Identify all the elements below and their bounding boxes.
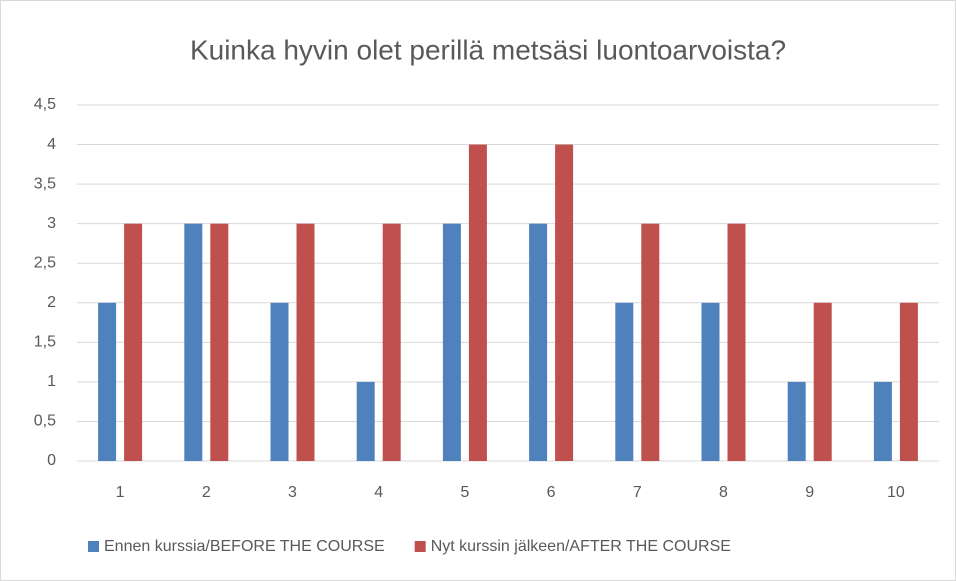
chart-title: Kuinka hyvin olet perillä metsäsi luonto… xyxy=(190,34,786,65)
y-tick-label: 1 xyxy=(47,373,56,390)
legend-swatch xyxy=(88,541,99,552)
bar xyxy=(787,381,806,461)
y-tick-label: 2 xyxy=(47,294,56,311)
x-tick-label: 10 xyxy=(887,484,905,501)
bar xyxy=(296,223,315,461)
x-tick-label: 2 xyxy=(202,484,211,501)
legend-label: Ennen kurssia/BEFORE THE COURSE xyxy=(104,538,385,555)
bar xyxy=(641,223,660,461)
x-tick-label: 4 xyxy=(374,484,383,501)
bar xyxy=(615,302,634,461)
bar xyxy=(555,144,574,462)
y-tick-label: 3 xyxy=(47,215,56,232)
y-tick-label: 4,5 xyxy=(34,96,56,113)
bar xyxy=(382,223,401,461)
bar xyxy=(184,223,203,461)
y-tick-label: 1,5 xyxy=(34,334,56,351)
bar xyxy=(356,381,375,461)
x-tick-label: 7 xyxy=(633,484,642,501)
legend-swatch xyxy=(414,541,426,552)
x-tick-label: 6 xyxy=(547,484,556,501)
x-tick-label: 9 xyxy=(805,484,814,501)
y-tick-label: 0,5 xyxy=(34,413,56,430)
y-tick-label: 0 xyxy=(47,452,56,469)
bar xyxy=(468,144,487,462)
x-tick-label: 1 xyxy=(116,484,125,501)
bar xyxy=(529,223,548,461)
bar xyxy=(442,223,461,461)
x-tick-label: 3 xyxy=(288,484,297,501)
bar xyxy=(727,223,746,461)
bar xyxy=(124,223,143,461)
bar xyxy=(701,302,720,461)
legend-label: Nyt kurssin jälkeen/AFTER THE COURSE xyxy=(431,538,731,555)
bar xyxy=(210,223,229,461)
y-tick-label: 4 xyxy=(47,136,56,153)
y-tick-label: 3,5 xyxy=(34,175,56,192)
bar xyxy=(899,302,918,461)
bar xyxy=(873,381,892,461)
y-tick-label: 2,5 xyxy=(34,254,56,271)
bar xyxy=(813,302,832,461)
bar xyxy=(270,302,289,461)
x-tick-label: 5 xyxy=(460,484,469,501)
bar xyxy=(98,302,117,461)
x-tick-label: 8 xyxy=(719,484,728,501)
